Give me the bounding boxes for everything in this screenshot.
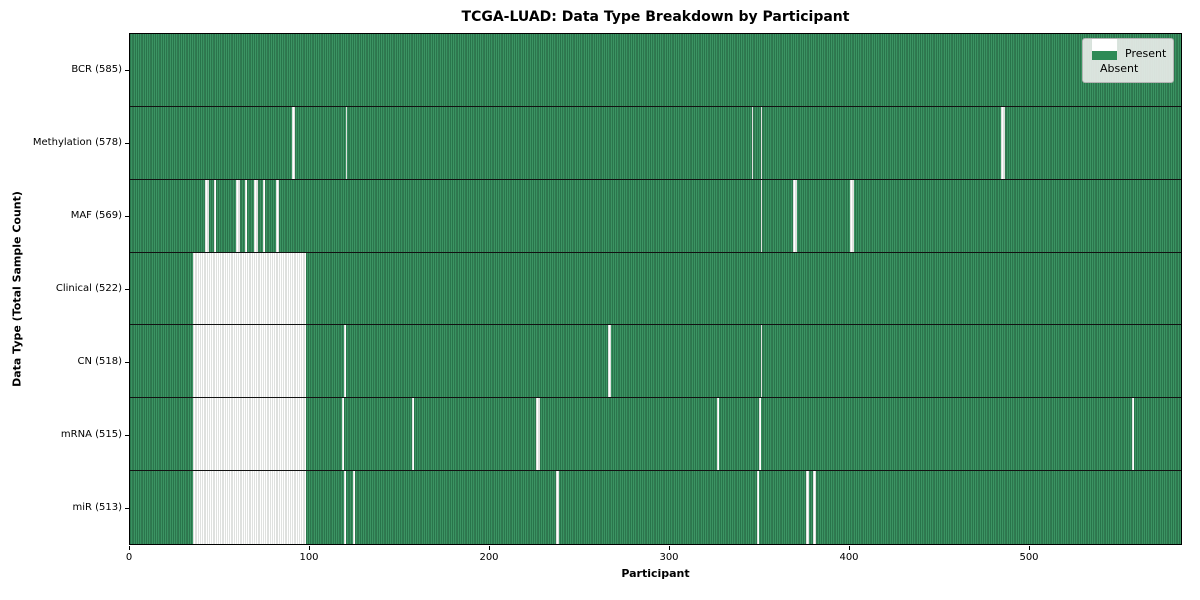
x-tick-mark xyxy=(309,546,310,550)
x-tick-mark xyxy=(1029,546,1030,550)
legend: Present Absent xyxy=(1082,38,1174,83)
absent-segment xyxy=(192,325,307,398)
matrix-row-Clinical xyxy=(130,252,1181,326)
absent-segment xyxy=(751,106,754,179)
matrix-row-Methylation xyxy=(130,106,1181,180)
x-tick-mark xyxy=(849,546,850,550)
absent-segment xyxy=(760,325,763,398)
absent-segment xyxy=(1132,398,1135,471)
absent-segment xyxy=(760,179,763,252)
absent-segment xyxy=(341,398,344,471)
y-tick-label: mRNA (515) xyxy=(60,429,122,441)
matrix-row-CN xyxy=(130,325,1181,399)
x-tick-mark xyxy=(489,546,490,550)
x-tick-mark xyxy=(669,546,670,550)
absent-segment xyxy=(205,179,210,252)
absent-segment xyxy=(244,179,247,252)
y-tick-label: Methylation (578) xyxy=(32,136,122,148)
x-tick-label: 300 xyxy=(659,552,679,563)
absent-segment xyxy=(253,179,258,252)
x-tick-label: 200 xyxy=(479,552,499,563)
y-tick-mark xyxy=(125,362,129,364)
y-tick-mark xyxy=(125,215,129,217)
absent-segment xyxy=(536,398,540,471)
absent-segment xyxy=(352,471,355,544)
absent-segment xyxy=(607,325,612,398)
absent-segment xyxy=(792,179,797,252)
absent-segment xyxy=(757,471,759,544)
absent-segment xyxy=(291,106,296,179)
absent-segment xyxy=(850,179,854,252)
absent-segment xyxy=(275,179,280,252)
chart-title: TCGA-LUAD: Data Type Breakdown by Partic… xyxy=(461,9,850,25)
absent-segment xyxy=(214,179,217,252)
y-tick-mark xyxy=(125,69,129,71)
absent-segment xyxy=(758,398,761,471)
absent-segment xyxy=(555,471,560,544)
legend-absent-label: Absent xyxy=(1100,62,1139,75)
y-tick-mark xyxy=(125,508,129,510)
y-tick-mark xyxy=(125,142,129,144)
y-tick-mark xyxy=(125,289,129,290)
legend-present-label: Present xyxy=(1125,47,1167,60)
x-tick-label: 100 xyxy=(299,552,319,563)
absent-segment xyxy=(262,179,265,252)
matrix-row-BCR xyxy=(130,34,1181,107)
y-tick-label: CN (518) xyxy=(77,356,122,368)
absent-segment xyxy=(1001,106,1005,179)
legend-absent-swatch xyxy=(1092,39,1117,51)
legend-entry-absent: Absent xyxy=(1092,39,1164,75)
absent-segment xyxy=(235,179,240,252)
y-tick-mark xyxy=(125,435,129,437)
plot-area xyxy=(129,33,1182,545)
absent-segment xyxy=(412,398,414,471)
x-tick-label: 500 xyxy=(1019,552,1039,563)
y-tick-label: MAF (569) xyxy=(70,209,122,221)
x-tick-label: 400 xyxy=(839,552,859,563)
y-tick-label: miR (513) xyxy=(72,502,122,514)
absent-segment xyxy=(805,471,810,544)
matrix-row-MAF xyxy=(130,179,1181,253)
y-tick-label: BCR (585) xyxy=(71,63,122,75)
absent-segment xyxy=(717,398,720,471)
absent-segment xyxy=(760,106,763,179)
absent-segment xyxy=(812,471,817,544)
absent-segment xyxy=(343,471,346,544)
y-tick-label: Clinical (522) xyxy=(55,283,122,294)
matrix-row-mRNA xyxy=(130,398,1181,472)
x-axis-label: Participant xyxy=(621,567,690,580)
absent-segment xyxy=(192,471,307,544)
absent-segment xyxy=(345,106,348,179)
absent-segment xyxy=(192,252,307,325)
absent-segment xyxy=(192,398,307,471)
x-tick-mark xyxy=(129,546,130,550)
x-tick-label: 0 xyxy=(125,552,133,563)
matrix-row-miR xyxy=(130,471,1181,544)
absent-segment xyxy=(343,325,346,398)
